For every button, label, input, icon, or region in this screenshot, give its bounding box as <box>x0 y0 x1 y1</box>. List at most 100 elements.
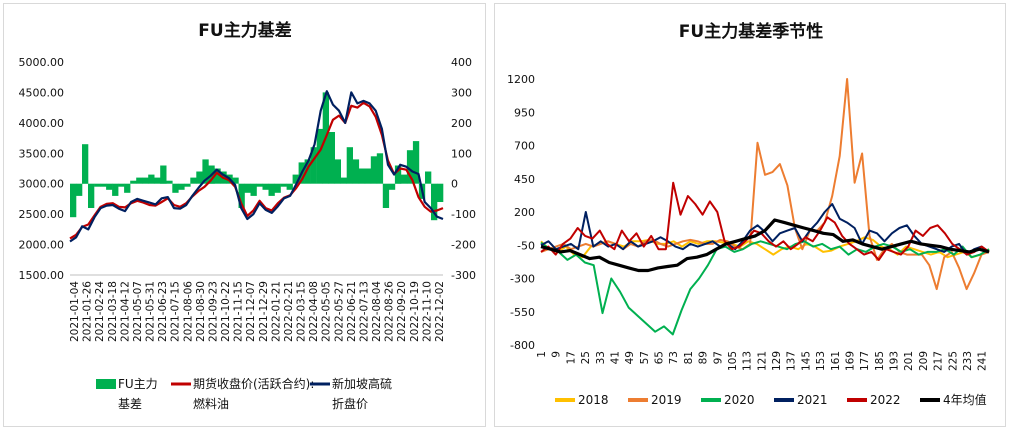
x-tick-label: 2022-11-10 <box>421 281 433 342</box>
x-tick-label: 113 <box>742 351 754 371</box>
x-tick-label: 97 <box>712 351 724 364</box>
legend-label: 2019 <box>651 393 682 407</box>
x-tick-label: 169 <box>845 351 857 371</box>
basis-bar <box>400 174 408 184</box>
x-tick-label: 2022-05-27 <box>333 281 345 342</box>
x-tick-label: 2021-12-29 <box>258 281 270 342</box>
basis-bar <box>292 174 299 184</box>
legend-label: 基差 <box>118 397 142 411</box>
y-right-tick-label: 100 <box>451 147 472 160</box>
series-line-2019 <box>540 78 990 291</box>
x-tick-label: 2022-08-04 <box>371 281 383 342</box>
x-tick-label: 2021-05-31 <box>145 281 157 342</box>
x-tick-label: 2022-03-15 <box>296 281 308 342</box>
x-tick-label: 2021-09-23 <box>207 281 219 342</box>
y-left-tick-label: 5000.00 <box>19 56 65 69</box>
legend-label: 燃料油 <box>193 396 229 411</box>
basis-bar <box>340 177 347 184</box>
y-tick-label: -50 <box>517 239 535 252</box>
x-tick-label: 89 <box>698 351 710 364</box>
basis-bar <box>130 180 137 184</box>
basis-bar <box>148 174 155 184</box>
basis-bar <box>190 177 197 184</box>
legend-label: 折盘价 <box>332 396 368 411</box>
x-tick-label: 153 <box>815 351 827 371</box>
basis-bar <box>346 147 353 184</box>
x-tick-label: 2022-09-20 <box>396 281 408 342</box>
basis-bar <box>352 159 360 184</box>
x-tick-label: 25 <box>580 351 592 364</box>
x-tick-label: 9 <box>551 351 563 358</box>
basis-bar <box>286 183 293 190</box>
basis-bar <box>310 147 317 184</box>
y-right-tick-label: 300 <box>451 86 472 99</box>
x-tick-label: 209 <box>918 351 930 371</box>
x-tick-label: 2022-01-21 <box>270 281 282 342</box>
x-tick-label: 57 <box>639 351 651 364</box>
legend-label: 2021 <box>797 393 828 407</box>
basis-bar <box>142 177 149 184</box>
x-tick-label: 2021-02-24 <box>94 281 106 342</box>
basis-chart: FU主力基差 5000.00 4500.00 4000.00 3500.00 3000.0… <box>19 20 476 411</box>
basis-bar <box>280 183 287 187</box>
basis-bar <box>202 159 209 184</box>
x-tick-label: 81 <box>683 351 695 364</box>
basis-chart-panel: FU主力基差 5000.00 4500.00 4000.00 3500.00 3000.0… <box>3 3 486 427</box>
legend-swatch <box>96 379 116 389</box>
x-tick-label: 201 <box>903 351 915 371</box>
basis-bar <box>118 183 125 187</box>
basis-bar <box>328 132 335 184</box>
basis-bar <box>184 183 191 187</box>
basis-bar <box>124 183 131 193</box>
basis-bar <box>166 180 173 184</box>
y-left-tick-label: 1500.00 <box>19 269 65 282</box>
x-tick-label: 2021-05-07 <box>132 281 144 342</box>
basis-bar <box>358 168 366 184</box>
chart-title: FU主力基差季节性 <box>679 21 823 42</box>
x-tick-label: 2021-01-26 <box>82 281 94 342</box>
x-tick-label: 17 <box>565 351 577 364</box>
basis-bar <box>256 183 263 187</box>
x-tick-label: 2022-04-08 <box>308 281 320 342</box>
y-tick-label: -800 <box>510 339 535 352</box>
x-tick-label: 233 <box>962 351 974 371</box>
y-tick-label: 950 <box>514 106 535 119</box>
y-left-tick-label: 4500.00 <box>19 86 65 99</box>
basis-bar <box>334 159 341 184</box>
x-tick-label: 2021-04-12 <box>119 281 131 342</box>
basis-bar <box>406 150 414 184</box>
x-tick-label: 2021-08-06 <box>182 281 194 342</box>
basis-bar <box>412 141 420 184</box>
x-tick-label: 2021-11-15 <box>233 281 245 342</box>
x-tick-label: 73 <box>668 351 680 364</box>
y-tick-label: 450 <box>514 173 535 186</box>
y-left-tick-label: 2000.00 <box>19 239 65 252</box>
chart-title: FU主力基差 <box>198 20 291 41</box>
basis-bar <box>238 183 245 208</box>
basis-bar <box>100 183 107 187</box>
legend-label: 4年均值 <box>943 392 987 407</box>
basis-bar <box>364 168 372 184</box>
basis-bar <box>154 177 161 184</box>
basis-bar <box>268 183 275 196</box>
basis-bar <box>106 183 113 190</box>
legend-label: 2018 <box>578 393 609 407</box>
x-tick-label: 33 <box>595 351 607 364</box>
basis-bar <box>88 183 95 208</box>
y-right-tick-label: 400 <box>451 56 472 69</box>
x-tick-label: 217 <box>933 351 945 371</box>
x-tick-label: 49 <box>624 351 636 364</box>
basis-bar <box>370 156 378 184</box>
legend-label: FU主力 <box>118 377 158 391</box>
y-tick-label: 700 <box>514 140 535 153</box>
y-right-tick-label: -300 <box>451 269 476 282</box>
x-tick-label: 225 <box>947 351 959 371</box>
legend-label: 期货收盘价(活跃合约): <box>193 376 314 391</box>
y-tick-label: 200 <box>514 206 535 219</box>
x-tick-label: 2021-06-23 <box>157 281 169 342</box>
y-left-tick-label: 3000.00 <box>19 178 65 191</box>
basis-bar <box>437 183 444 202</box>
basis-bar <box>376 153 384 184</box>
x-tick-label: 2022-07-13 <box>359 281 371 342</box>
x-tick-label: 65 <box>654 351 666 364</box>
